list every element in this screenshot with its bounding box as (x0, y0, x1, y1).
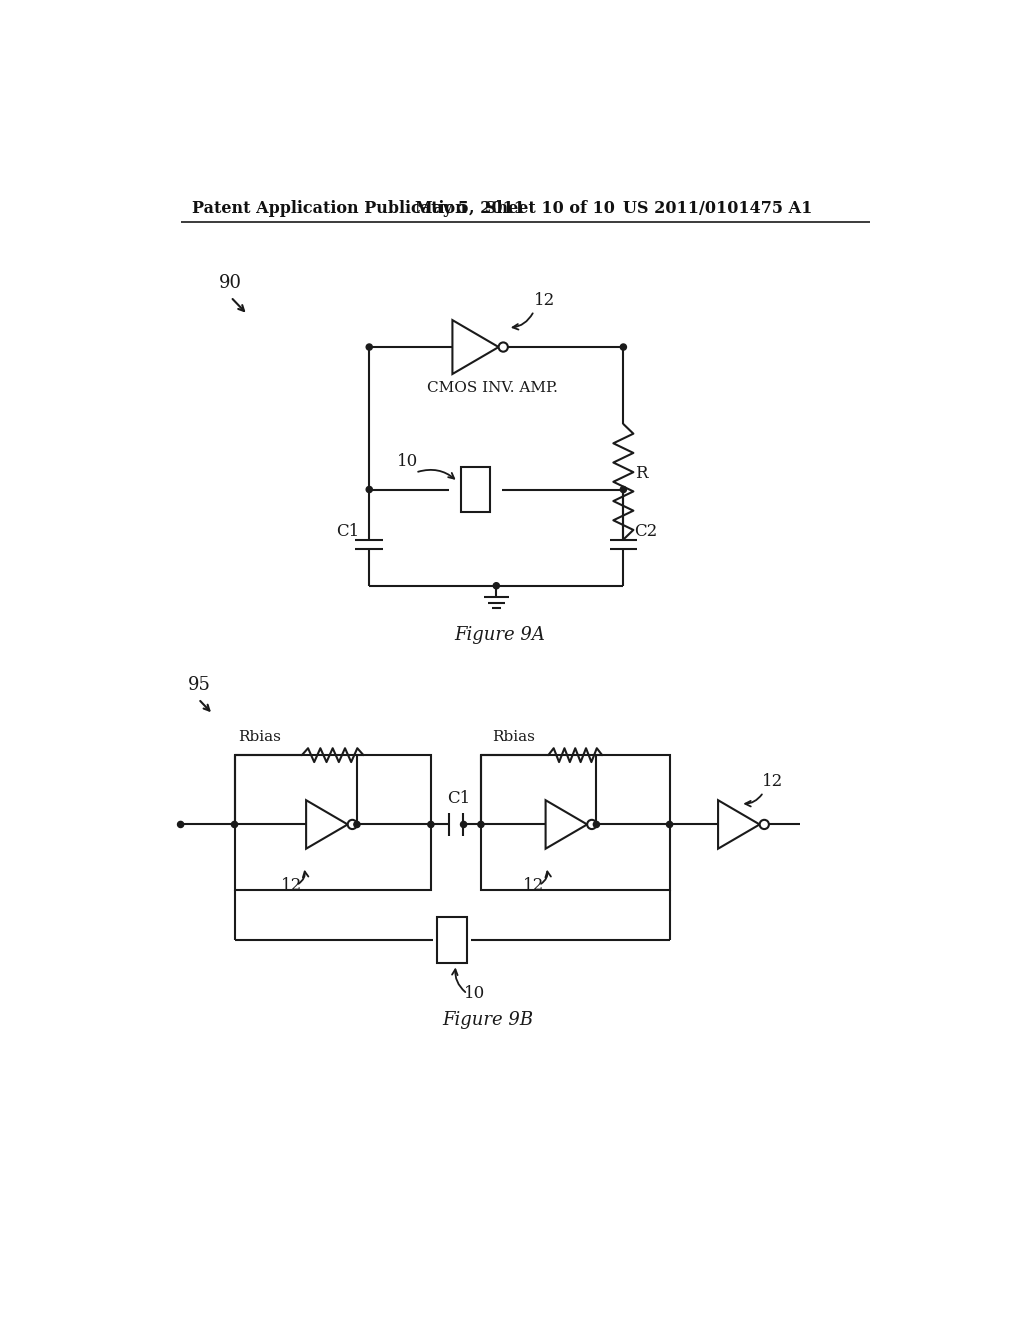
Circle shape (587, 820, 596, 829)
Circle shape (177, 821, 183, 828)
Text: 95: 95 (188, 676, 211, 694)
Text: Sheet 10 of 10: Sheet 10 of 10 (484, 199, 614, 216)
Text: R: R (635, 465, 647, 482)
Circle shape (667, 821, 673, 828)
Text: 12: 12 (762, 774, 783, 789)
Text: 12: 12 (535, 292, 555, 309)
Circle shape (367, 486, 373, 492)
Circle shape (494, 582, 500, 589)
Text: Rbias: Rbias (239, 730, 282, 744)
Text: 90: 90 (219, 273, 242, 292)
Circle shape (354, 821, 360, 828)
Bar (436, 917, 467, 964)
Circle shape (593, 821, 599, 828)
Bar (481, 755, 670, 890)
Text: May 5, 2011: May 5, 2011 (416, 199, 525, 216)
Circle shape (760, 820, 769, 829)
Circle shape (621, 486, 627, 492)
Bar (461, 467, 490, 512)
Text: Patent Application Publication: Patent Application Publication (193, 199, 467, 216)
Text: US 2011/0101475 A1: US 2011/0101475 A1 (624, 199, 813, 216)
Text: Rbias: Rbias (493, 730, 536, 744)
Text: 10: 10 (464, 985, 484, 1002)
Circle shape (621, 345, 627, 350)
Circle shape (348, 820, 357, 829)
Circle shape (478, 821, 484, 828)
Text: C1: C1 (336, 523, 359, 540)
Circle shape (231, 821, 238, 828)
Circle shape (428, 821, 434, 828)
Circle shape (367, 345, 373, 350)
Bar (234, 755, 431, 890)
Text: C1: C1 (446, 789, 470, 807)
Text: C2: C2 (634, 523, 657, 540)
Circle shape (499, 342, 508, 351)
Text: 12: 12 (523, 876, 545, 894)
Circle shape (461, 821, 467, 828)
Text: CMOS INV. AMP.: CMOS INV. AMP. (427, 380, 558, 395)
Text: Figure 9B: Figure 9B (442, 1011, 534, 1028)
Text: Figure 9A: Figure 9A (454, 626, 545, 644)
Text: 10: 10 (397, 453, 418, 470)
Text: 12: 12 (281, 876, 302, 894)
